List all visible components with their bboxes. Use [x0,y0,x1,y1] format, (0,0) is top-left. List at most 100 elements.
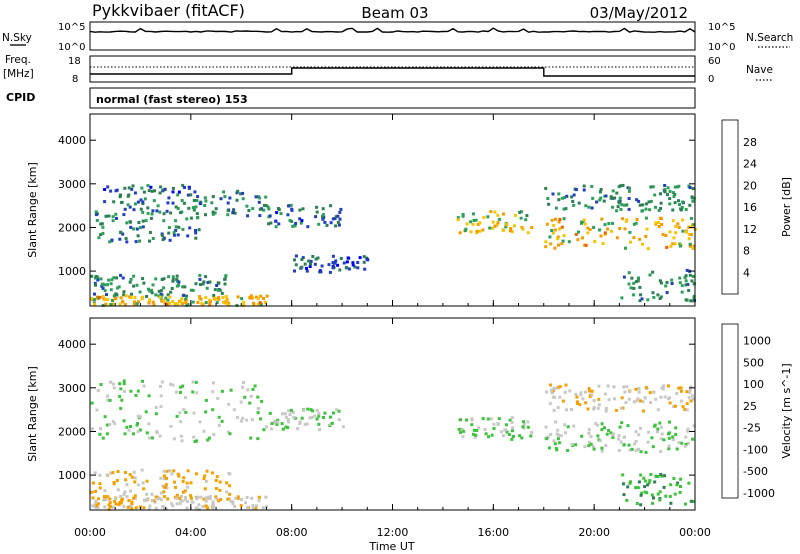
heatmap-cell [115,216,118,220]
heatmap-cell [204,479,208,483]
heatmap-cell [469,230,473,234]
heatmap-cell [194,231,198,235]
nave-tick-top: 60 [708,56,721,67]
heatmap-cell [576,238,580,242]
heatmap-cell [95,408,99,412]
heatmap-cell [267,207,271,211]
heatmap-cell [611,221,614,225]
heatmap-cell [168,295,172,299]
heatmap-cell [583,222,587,226]
heatmap-cell [228,196,232,200]
heatmap-cell [637,199,641,203]
heatmap-cell [615,209,619,213]
heatmap-cell [551,395,555,399]
heatmap-cell [563,431,567,435]
heatmap-cell [572,424,576,428]
heatmap-cell [163,301,167,305]
heatmap-cell [692,500,695,503]
heatmap-cell [598,439,602,443]
heatmap-cell [188,226,192,230]
heatmap-cell [572,193,576,197]
heatmap-cell [603,426,606,430]
heatmap-cell [226,201,230,205]
heatmap-cell [308,416,312,420]
heatmap-cell [459,430,462,434]
y-tick-label: 2000 [58,425,86,438]
heatmap-cell [298,217,302,221]
heatmap-cell [692,196,696,200]
heatmap-cell [674,426,678,430]
heatmap-cell [598,228,601,232]
heatmap-cell [246,505,250,509]
heatmap-cell [148,239,151,243]
heatmap-cell [211,507,215,511]
heatmap-cell [138,415,142,419]
heatmap-cell [194,282,198,286]
heatmap-cell [633,442,637,446]
heatmap-cell [176,207,180,210]
heatmap-cell [653,193,657,197]
heatmap-cell [177,225,181,229]
heatmap-cell [118,237,122,241]
heatmap-cell [659,449,663,453]
heatmap-cell [637,276,640,280]
heatmap-cell [358,256,362,260]
heatmap-cell [114,292,118,296]
heatmap-cell [663,474,666,478]
heatmap-cell [617,437,621,441]
heatmap-cell [214,207,218,211]
heatmap-cell [587,444,591,448]
heatmap-cell [117,503,121,507]
heatmap-cell [628,189,631,193]
heatmap-cell [212,505,215,508]
heatmap-cell [177,280,181,284]
heatmap-cell [559,434,563,438]
heatmap-cell [581,397,585,401]
heatmap-cell [496,213,500,217]
heatmap-cell [677,199,680,203]
heatmap-cell [621,406,625,410]
heatmap-cell [206,495,210,499]
heatmap-cell [147,394,151,398]
heatmap-cell [217,499,221,503]
heatmap-cell [347,256,351,260]
heatmap-cell [280,422,284,426]
heatmap-cell [679,399,683,403]
heatmap-cell [108,240,112,244]
heatmap-cell [687,225,691,229]
heatmap-cell [129,389,133,393]
heatmap-cell [239,400,243,404]
heatmap-cell [670,278,674,282]
heatmap-cell [604,409,608,413]
heatmap-cell [687,232,691,236]
heatmap-cell [204,499,208,503]
cpid-panel: CPID normal (fast stereo) 153 [6,87,696,109]
heatmap-cell [657,221,661,224]
heatmap-cell [646,440,650,444]
heatmap-cell [305,266,308,270]
heatmap-cell [202,280,206,284]
heatmap-cell [669,501,673,505]
heatmap-cell [259,302,263,306]
heatmap-cell [545,437,549,441]
heatmap-cell [101,225,105,229]
heatmap-cell [183,186,186,189]
heatmap-cell [658,279,662,283]
heatmap-cell [272,421,276,425]
heatmap-cell [103,415,107,419]
heatmap-cell [274,225,278,229]
y-tick-label: 1000 [58,265,86,278]
heatmap-cell [182,293,186,297]
heatmap-cell [286,418,290,422]
heatmap-cell [264,195,268,199]
velocity-colorbar: 1000 500 100 25 -25 -100 -500 -1000 Velocity [m … [721,323,793,500]
heatmap-cell [595,200,599,204]
heatmap-cell [299,221,303,225]
heatmap-cell [336,263,340,267]
heatmap-cell [167,196,171,200]
heatmap-cell [162,507,166,511]
heatmap-cell [311,255,315,258]
heatmap-cell [208,298,211,302]
heatmap-cell [159,185,163,189]
colorbar-tick-label: 24 [743,158,757,171]
